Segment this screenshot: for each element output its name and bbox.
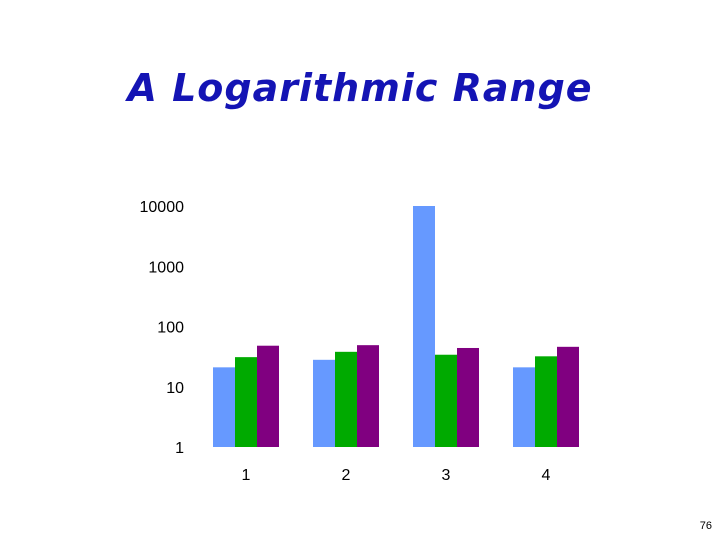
y-tick-label: 1	[175, 440, 184, 457]
bar-cat4-series1	[513, 367, 535, 447]
y-tick-label: 10000	[140, 199, 185, 216]
bar-cat2-series1	[313, 359, 335, 447]
y-tick-label: 1000	[148, 259, 184, 276]
bar-cat4-series2	[535, 356, 557, 447]
x-axis-tick-labels: 1 2 3 4	[242, 467, 551, 484]
slide-title: A Logarithmic Range	[127, 66, 593, 110]
bar-cat1-series3	[257, 345, 279, 447]
x-tick-label: 1	[242, 467, 251, 484]
bar-cat3-series2	[435, 354, 457, 447]
page-number: 76	[699, 520, 712, 532]
x-tick-label: 4	[542, 467, 551, 484]
y-tick-label: 10	[166, 380, 184, 397]
y-tick-label: 100	[157, 320, 184, 337]
bar-cat3-series3	[457, 347, 479, 447]
y-axis-tick-labels: 10000 1000 100 10 1	[140, 199, 185, 457]
bar-cat4-series3	[557, 346, 579, 447]
bars	[213, 206, 579, 447]
bar-cat1-series1	[213, 367, 235, 447]
bar-cat1-series2	[235, 357, 257, 447]
x-tick-label: 3	[442, 467, 451, 484]
bar-cat2-series3	[357, 345, 379, 447]
x-tick-label: 2	[342, 467, 351, 484]
bar-cat3-series1	[413, 206, 435, 447]
bar-cat2-series2	[335, 351, 357, 447]
